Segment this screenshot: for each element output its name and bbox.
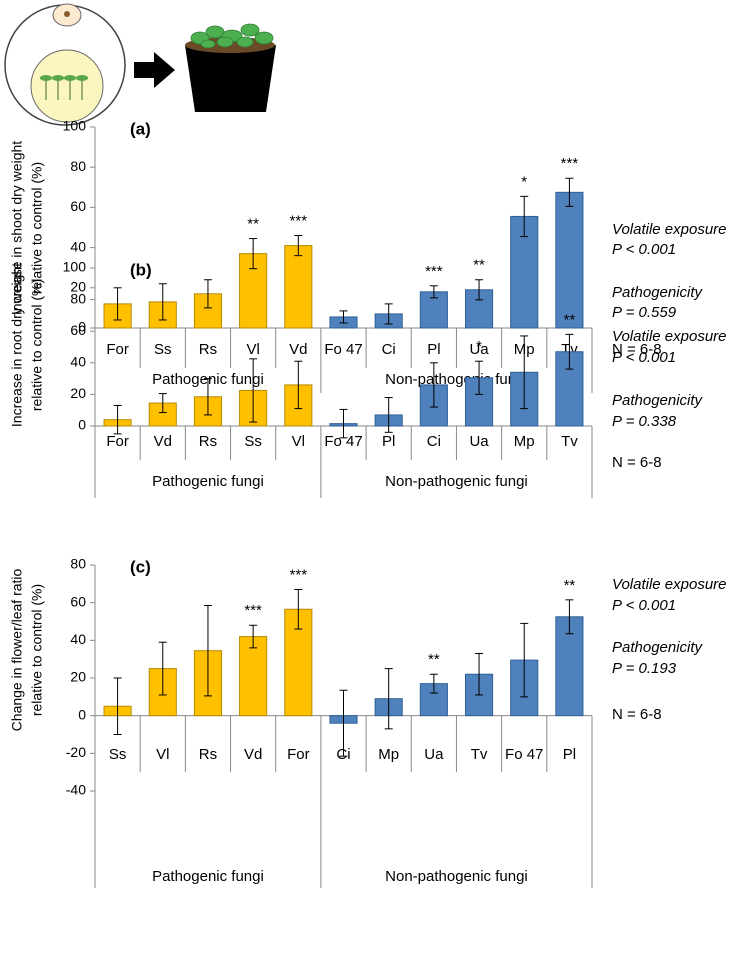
x-tick-label: Ci <box>427 433 441 450</box>
y-axis-label: relative to control (%) <box>29 162 45 294</box>
significance: ** <box>564 577 576 594</box>
y-tick-label: 40 <box>70 238 86 254</box>
x-tick-label: Ua <box>469 341 489 358</box>
group-label: Pathogenic fungi <box>152 868 264 885</box>
y-axis-label: relative to control (%) <box>29 279 45 411</box>
y-tick-label: 80 <box>70 290 86 306</box>
annotation: P < 0.001 <box>612 349 676 366</box>
annotation: N = 6-8 <box>612 341 662 358</box>
x-tick-label: Vd <box>244 746 262 763</box>
y-tick-label: 60 <box>70 322 86 338</box>
annotation: P < 0.001 <box>612 597 676 614</box>
y-axis-label: relative to control (%) <box>29 584 45 716</box>
significance: ** <box>473 257 485 274</box>
x-tick-label: Vd <box>154 433 172 450</box>
significance: *** <box>244 602 262 619</box>
x-tick-label: For <box>106 433 129 450</box>
x-tick-label: Rs <box>199 341 217 358</box>
x-tick-label: Ss <box>244 433 262 450</box>
y-tick-label: 20 <box>70 669 86 685</box>
significance: *** <box>561 155 579 172</box>
annotation: N = 6-8 <box>612 706 662 723</box>
significance: *** <box>290 213 308 230</box>
y-tick-label: 80 <box>70 556 86 572</box>
x-tick-label: Fo 47 <box>324 341 362 358</box>
bar <box>284 245 313 329</box>
y-tick-label: 100 <box>63 118 87 134</box>
x-tick-label: Ss <box>154 341 172 358</box>
y-tick-label: -20 <box>66 744 86 760</box>
annotation: P = 0.338 <box>612 413 677 430</box>
panel-label: (c) <box>130 557 151 576</box>
y-tick-label: 20 <box>70 279 86 295</box>
significance: *** <box>425 263 443 280</box>
y-tick-label: 0 <box>78 706 86 722</box>
y-tick-label: 20 <box>70 385 86 401</box>
y-tick-label: 60 <box>70 198 86 214</box>
annotation: P < 0.001 <box>612 241 676 258</box>
y-tick-label: 40 <box>70 354 86 370</box>
x-tick-label: Pl <box>563 746 576 763</box>
y-tick-label: 60 <box>70 593 86 609</box>
panel-label: (a) <box>130 119 151 138</box>
panel-label: (b) <box>130 260 152 279</box>
annotation: N = 6-8 <box>612 454 662 471</box>
x-tick-label: Ss <box>109 746 127 763</box>
x-tick-label: Fo 47 <box>324 433 362 450</box>
x-tick-label: Ua <box>424 746 444 763</box>
y-axis-label: Increase in shoot dry weight <box>9 141 25 315</box>
y-tick-label: 100 <box>63 259 87 275</box>
y-tick-label: 80 <box>70 158 86 174</box>
x-tick-label: For <box>287 746 310 763</box>
significance: * <box>476 338 482 355</box>
annotation: Volatile exposure <box>612 221 727 238</box>
x-tick-label: Fo 47 <box>505 746 543 763</box>
group-label: Non-pathogenic fungi <box>385 371 528 388</box>
annotation: Volatile exposure <box>612 576 727 593</box>
y-axis-label: Increase in root dry weight <box>9 263 25 427</box>
bar <box>555 191 584 329</box>
significance: ** <box>564 311 576 328</box>
group-label: Pathogenic fungi <box>152 473 264 490</box>
y-tick-label: -40 <box>66 782 86 798</box>
group-label: Non-pathogenic fungi <box>385 473 528 490</box>
annotation: Pathogenicity <box>612 392 704 409</box>
bar <box>464 377 494 427</box>
annotation: Pathogenicity <box>612 284 704 301</box>
y-tick-label: 40 <box>70 631 86 647</box>
x-tick-label: Vl <box>292 433 305 450</box>
x-tick-label: Mp <box>514 433 535 450</box>
x-tick-label: Vl <box>246 341 259 358</box>
significance: ** <box>247 216 259 233</box>
group-label: Non-pathogenic fungi <box>385 868 528 885</box>
annotation: P = 0.559 <box>612 304 677 321</box>
x-tick-label: Ua <box>469 433 489 450</box>
x-tick-label: Vl <box>156 746 169 763</box>
x-tick-label: Tv <box>471 746 488 763</box>
x-tick-label: For <box>106 341 129 358</box>
y-axis-label: Change in flower/leaf ratio <box>9 568 25 731</box>
x-tick-label: Rs <box>199 746 217 763</box>
x-tick-label: Mp <box>378 746 399 763</box>
annotation: Pathogenicity <box>612 639 704 656</box>
bar <box>239 636 268 717</box>
y-tick-label: 0 <box>78 319 86 335</box>
x-tick-label: Ci <box>336 746 350 763</box>
annotation: P = 0.193 <box>612 660 677 677</box>
x-tick-label: Pl <box>427 341 440 358</box>
x-tick-label: Ci <box>382 341 396 358</box>
significance: * <box>521 173 527 190</box>
x-tick-label: Vd <box>289 341 307 358</box>
x-tick-label: Pl <box>382 433 395 450</box>
significance: *** <box>290 566 308 583</box>
significance: ** <box>428 651 440 668</box>
x-tick-label: Tv <box>561 433 578 450</box>
illustration <box>4 3 276 126</box>
annotation: Volatile exposure <box>612 328 727 345</box>
y-tick-label: 0 <box>78 417 86 433</box>
x-tick-label: Rs <box>199 433 217 450</box>
